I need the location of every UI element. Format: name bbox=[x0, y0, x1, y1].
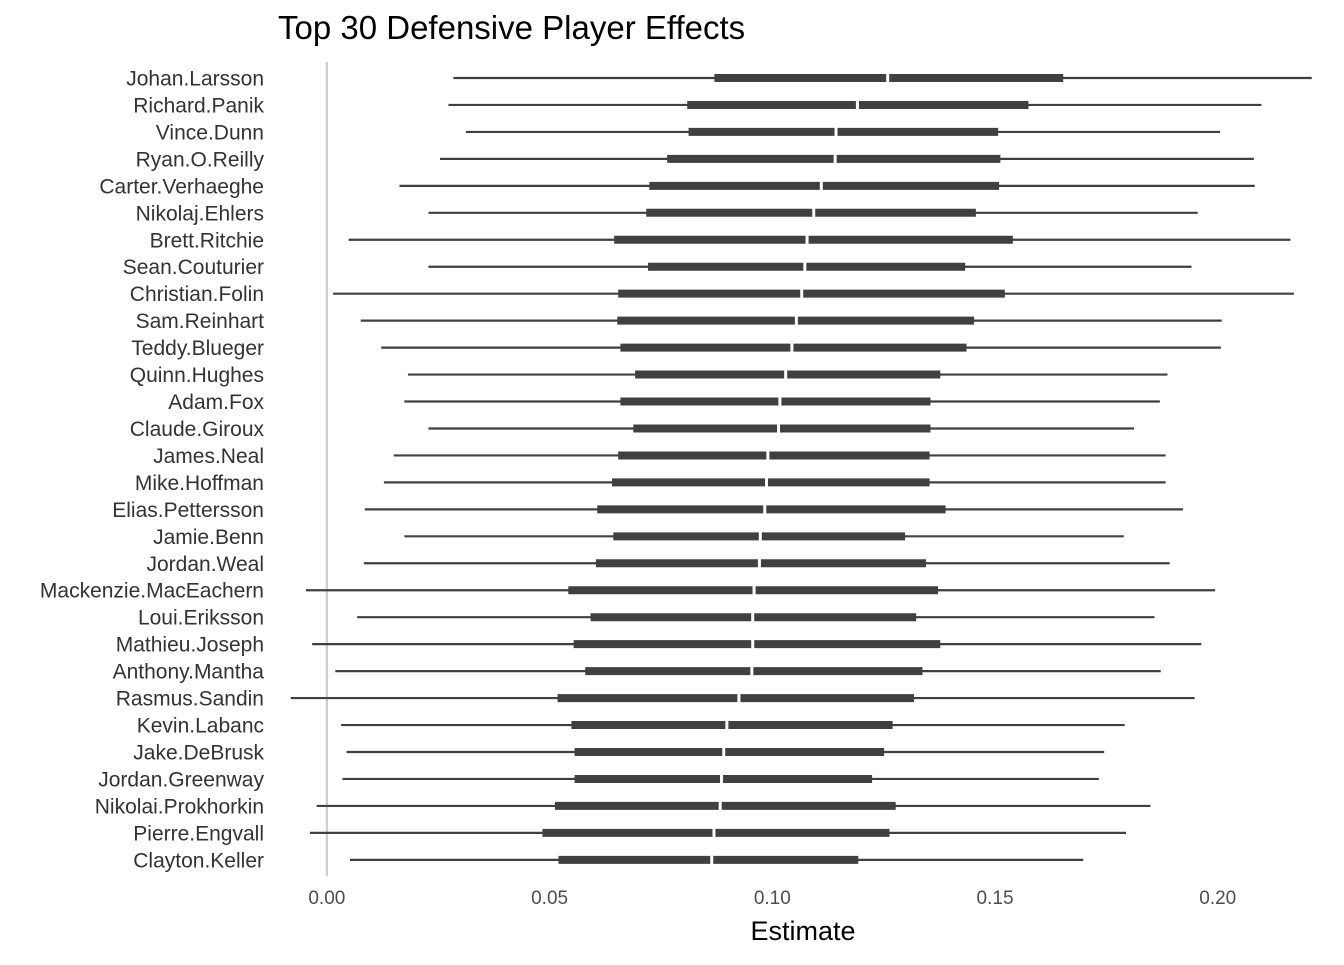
player-row: Anthony.Mantha bbox=[113, 661, 1161, 684]
player-label: Clayton.Keller bbox=[133, 849, 264, 872]
player-label: Elias.Pettersson bbox=[112, 499, 264, 522]
player-row: Ryan.O.Reilly bbox=[136, 148, 1254, 171]
player-row: Jordan.Weal bbox=[146, 553, 1170, 576]
player-label: James.Neal bbox=[153, 445, 264, 468]
player-label: Jordan.Weal bbox=[146, 553, 264, 576]
player-label: Nikolai.Prokhorkin bbox=[95, 795, 264, 818]
player-label: Quinn.Hughes bbox=[130, 364, 264, 387]
x-tick-label: 0.20 bbox=[1199, 888, 1236, 909]
player-row: Pierre.Engvall bbox=[133, 822, 1127, 845]
player-label: Mike.Hoffman bbox=[135, 472, 264, 495]
player-row: Rasmus.Sandin bbox=[116, 688, 1195, 711]
player-row: Clayton.Keller bbox=[133, 849, 1084, 872]
player-row: Elias.Pettersson bbox=[112, 499, 1184, 522]
player-row: Loui.Eriksson bbox=[138, 607, 1155, 630]
player-label: Pierre.Engvall bbox=[133, 822, 264, 845]
player-label: Brett.Ritchie bbox=[150, 229, 264, 252]
player-label: Christian.Folin bbox=[130, 283, 264, 306]
player-label: Jordan.Greenway bbox=[98, 768, 264, 791]
player-row: Jordan.Greenway bbox=[98, 768, 1099, 791]
player-row: Quinn.Hughes bbox=[130, 364, 1168, 387]
player-label: Teddy.Blueger bbox=[131, 337, 264, 360]
player-rows: Johan.Larsson Richard.Panik Vince.Dunn Ryan… bbox=[40, 68, 1312, 872]
player-row: Jake.DeBrusk bbox=[133, 742, 1105, 765]
player-label: Nikolaj.Ehlers bbox=[136, 202, 264, 225]
player-label: Anthony.Mantha bbox=[113, 661, 265, 684]
player-label: Adam.Fox bbox=[168, 391, 264, 414]
player-row: Mathieu.Joseph bbox=[116, 634, 1202, 657]
player-label: Sean.Couturier bbox=[123, 256, 264, 279]
chart-title: Top 30 Defensive Player Effects bbox=[278, 9, 745, 46]
player-label: Loui.Eriksson bbox=[138, 607, 264, 630]
player-row: Sam.Reinhart bbox=[136, 310, 1222, 333]
player-row: Teddy.Blueger bbox=[131, 337, 1221, 360]
player-row: Mackenzie.MacEachern bbox=[40, 580, 1216, 603]
player-row: James.Neal bbox=[153, 445, 1166, 468]
x-tick-label: 0.15 bbox=[977, 888, 1014, 909]
x-tick-label: 0.00 bbox=[308, 888, 345, 909]
x-tick-label: 0.10 bbox=[754, 888, 791, 909]
player-row: Nikolai.Prokhorkin bbox=[95, 795, 1151, 818]
player-row: Johan.Larsson bbox=[126, 68, 1312, 91]
player-label: Jake.DeBrusk bbox=[133, 742, 264, 765]
player-row: Jamie.Benn bbox=[153, 526, 1124, 549]
player-label: Johan.Larsson bbox=[126, 68, 264, 91]
player-row: Mike.Hoffman bbox=[135, 472, 1166, 495]
x-tick-label: 0.05 bbox=[531, 888, 568, 909]
player-row: Claude.Giroux bbox=[130, 418, 1135, 441]
player-label: Richard.Panik bbox=[133, 94, 264, 117]
player-label: Jamie.Benn bbox=[153, 526, 264, 549]
player-row: Sean.Couturier bbox=[123, 256, 1192, 279]
player-row: Carter.Verhaeghe bbox=[99, 175, 1255, 198]
player-label: Sam.Reinhart bbox=[136, 310, 265, 333]
player-row: Vince.Dunn bbox=[156, 121, 1220, 144]
player-row: Kevin.Labanc bbox=[137, 715, 1125, 738]
player-row: Richard.Panik bbox=[133, 94, 1262, 117]
player-label: Rasmus.Sandin bbox=[116, 688, 264, 711]
player-label: Vince.Dunn bbox=[156, 121, 264, 144]
player-label: Ryan.O.Reilly bbox=[136, 148, 265, 171]
x-axis-title: Estimate bbox=[750, 916, 855, 946]
x-axis-ticks: 0.00 0.05 0.10 0.15 0.20 bbox=[308, 888, 1236, 909]
player-label: Mackenzie.MacEachern bbox=[40, 580, 264, 603]
player-label: Mathieu.Joseph bbox=[116, 634, 264, 657]
player-label: Kevin.Labanc bbox=[137, 715, 264, 738]
player-label: Carter.Verhaeghe bbox=[99, 175, 264, 198]
player-row: Nikolaj.Ehlers bbox=[136, 202, 1198, 225]
player-row: Christian.Folin bbox=[130, 283, 1294, 306]
player-label: Claude.Giroux bbox=[130, 418, 265, 441]
player-row: Brett.Ritchie bbox=[150, 229, 1291, 252]
player-row: Adam.Fox bbox=[168, 391, 1160, 414]
